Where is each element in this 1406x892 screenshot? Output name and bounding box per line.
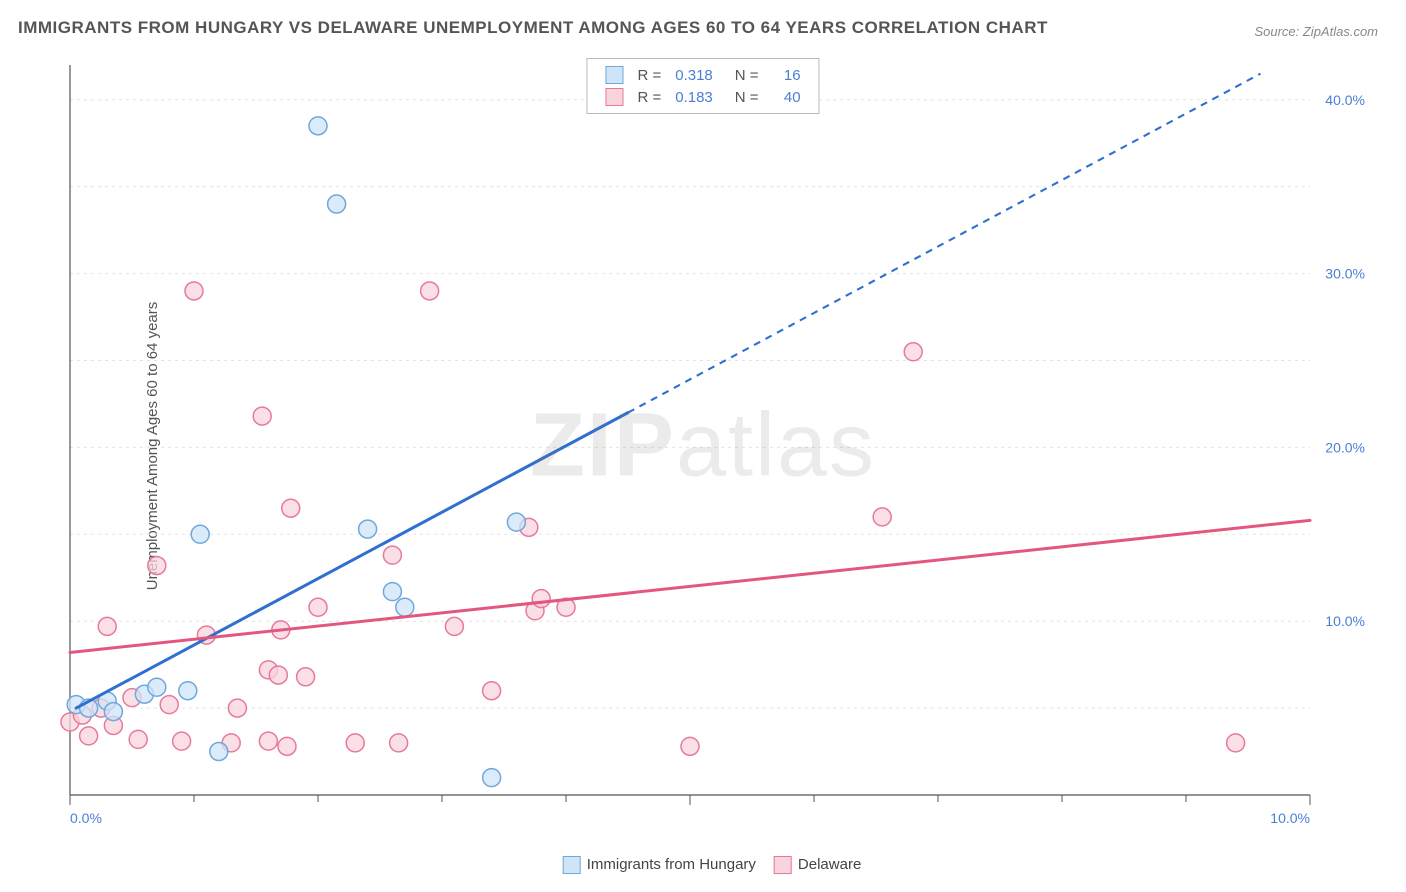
- svg-text:10.0%: 10.0%: [1325, 613, 1365, 629]
- source-label: Source: ZipAtlas.com: [1254, 24, 1378, 39]
- svg-text:30.0%: 30.0%: [1325, 266, 1365, 282]
- chart-title: IMMIGRANTS FROM HUNGARY VS DELAWARE UNEM…: [18, 18, 1048, 38]
- legend-series: Immigrants from HungaryDelaware: [545, 856, 862, 874]
- svg-text:40.0%: 40.0%: [1325, 92, 1365, 108]
- svg-text:10.0%: 10.0%: [1270, 810, 1310, 826]
- svg-text:0.0%: 0.0%: [70, 810, 102, 826]
- scatter-chart: 0.0% 10.0% 10.0% 20.0% 30.0% 40.0%: [60, 55, 1380, 835]
- svg-text:20.0%: 20.0%: [1325, 439, 1365, 455]
- legend-correlation: R =0.318N =16R =0.183N =40: [586, 58, 819, 114]
